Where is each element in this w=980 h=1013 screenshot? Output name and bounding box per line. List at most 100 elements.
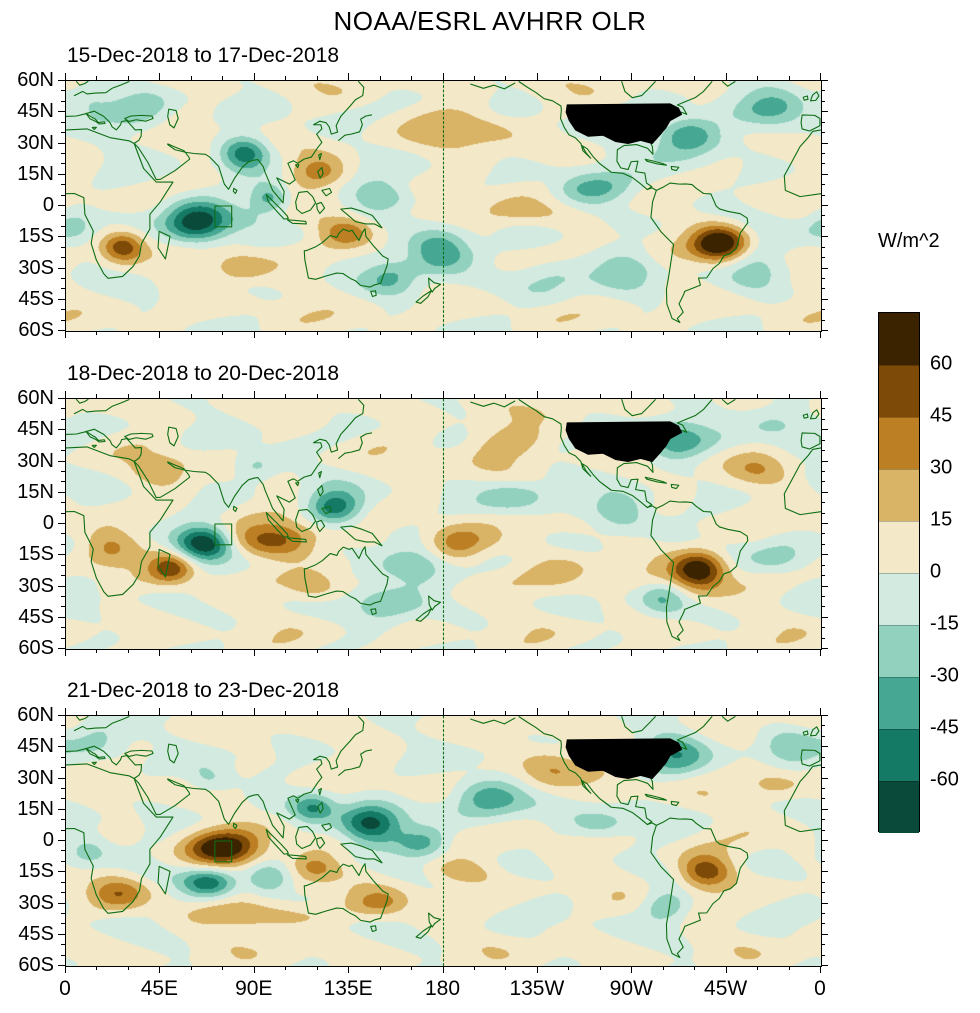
y-axis-tick-right (821, 418, 825, 420)
x-axis-tick (536, 331, 538, 338)
colorbar-segment (879, 521, 919, 573)
x-axis-tick-top (348, 391, 350, 398)
x-axis-tick-top (96, 76, 98, 80)
x-tick-label: 135E (323, 977, 373, 1000)
colorbar-tick-label: 0 (930, 560, 942, 583)
y-tick-label: 45N (17, 100, 54, 123)
x-axis-tick (599, 966, 601, 970)
y-axis-tick (58, 902, 65, 904)
colorbar-tick-label: 15 (930, 508, 953, 531)
y-axis-tick-right (821, 288, 825, 290)
y-tick-label: 45S (18, 605, 54, 628)
x-axis-tick (820, 966, 821, 973)
colorbar-segment (879, 313, 919, 365)
y-axis-tick (58, 840, 65, 841)
y-axis-tick-right (821, 637, 825, 639)
x-axis-tick (788, 966, 790, 970)
x-axis-tick-top (820, 73, 821, 80)
y-axis-tick (61, 481, 65, 483)
y-axis-tick (61, 439, 65, 441)
y-axis-tick-right (821, 767, 825, 769)
y-axis-tick-right (821, 648, 828, 649)
x-axis-tick (820, 331, 821, 338)
y-tick-label: 30S (18, 891, 54, 914)
x-axis-tick-top (411, 711, 413, 715)
y-axis-tick (58, 523, 65, 524)
x-axis-tick-top (127, 76, 129, 80)
x-axis-tick (253, 331, 255, 338)
x-axis-tick (757, 331, 759, 335)
y-axis-tick (61, 90, 65, 92)
y-axis-tick-right (821, 829, 825, 831)
x-axis-tick-top (599, 76, 601, 80)
y-axis-tick-right (821, 111, 828, 113)
y-axis-tick (58, 111, 65, 113)
y-axis-tick-right (821, 152, 825, 154)
x-axis-tick-top (662, 394, 664, 398)
y-axis-tick-right (821, 100, 825, 102)
x-axis-tick-top (694, 394, 696, 398)
y-axis-tick-right (821, 933, 828, 935)
y-axis-tick-right (821, 267, 828, 269)
y-axis-tick (61, 100, 65, 102)
y-axis-tick (58, 777, 65, 779)
y-axis-tick (58, 142, 65, 144)
x-axis-tick (96, 966, 98, 970)
y-tick-label: 60S (18, 319, 54, 341)
y-tick-label: 15S (18, 543, 54, 566)
y-tick-label: 45S (18, 287, 54, 310)
y-tick-label: 15N (17, 797, 54, 820)
x-axis-tick (253, 649, 255, 656)
x-axis-tick (96, 331, 98, 335)
y-axis-tick-right (821, 90, 825, 92)
y-axis-tick (61, 892, 65, 894)
x-axis-tick-top (222, 76, 224, 80)
y-axis-tick (61, 954, 65, 956)
y-axis-tick-right (821, 481, 825, 483)
x-axis-tick (820, 649, 821, 656)
y-axis-tick (61, 152, 65, 154)
x-axis-tick-top (442, 391, 444, 398)
x-tick-label: 0 (814, 977, 826, 1000)
y-axis-tick (61, 470, 65, 472)
y-axis-tick-right (821, 850, 825, 852)
x-axis-tick-top (662, 711, 664, 715)
x-axis-tick (757, 966, 759, 970)
y-axis-tick-right (821, 595, 825, 597)
colorbar-segment (879, 365, 919, 417)
y-tick-label: 60S (18, 954, 54, 976)
y-axis-tick (61, 194, 65, 196)
x-axis-tick (411, 966, 413, 970)
x-axis-tick-top (757, 394, 759, 398)
colorbar-tick-label: -15 (930, 612, 959, 635)
y-tick-label: 0 (42, 512, 54, 534)
y-axis-tick-right (821, 606, 825, 608)
x-axis-tick-top (190, 711, 192, 715)
y-axis-tick (61, 450, 65, 452)
x-axis-tick-top (96, 394, 98, 398)
x-axis-tick-top (505, 76, 507, 80)
x-axis-tick (65, 966, 66, 973)
y-axis-tick (61, 319, 65, 321)
x-axis-tick-top (599, 711, 601, 715)
y-axis-tick (58, 460, 65, 462)
x-axis-tick-top (316, 394, 318, 398)
y-axis-tick (61, 735, 65, 737)
x-axis-tick (599, 331, 601, 335)
y-axis-tick (61, 627, 65, 629)
colorbar-units-label: W/m^2 (878, 230, 940, 252)
coastline-overlay-3 (66, 716, 821, 966)
y-axis-tick (61, 225, 65, 227)
y-axis-tick (58, 298, 65, 300)
y-axis-tick (58, 616, 65, 618)
y-axis-tick (61, 309, 65, 311)
x-axis-tick (536, 649, 538, 656)
y-axis-tick-right (821, 246, 825, 248)
x-axis-tick (96, 649, 98, 653)
y-axis-tick (61, 798, 65, 800)
y-axis-tick (58, 267, 65, 269)
x-axis-tick (411, 649, 413, 653)
x-axis-tick-top (159, 391, 161, 398)
x-axis-tick (222, 331, 224, 335)
x-axis-tick-top (505, 711, 507, 715)
